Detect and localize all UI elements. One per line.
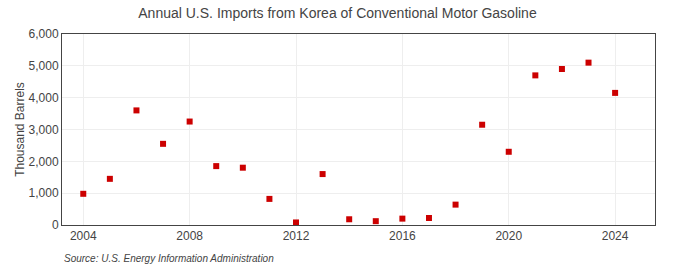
svg-text:2,000: 2,000 xyxy=(29,155,59,169)
svg-text:2004: 2004 xyxy=(70,229,97,243)
svg-text:Annual U.S. Imports from Korea: Annual U.S. Imports from Korea of Conven… xyxy=(138,5,537,21)
svg-text:3,000: 3,000 xyxy=(29,123,59,137)
svg-text:0: 0 xyxy=(52,218,59,232)
svg-text:2020: 2020 xyxy=(495,229,522,243)
svg-text:Source: U.S. Energy Informatio: Source: U.S. Energy Information Administ… xyxy=(64,253,274,264)
svg-text:2016: 2016 xyxy=(389,229,416,243)
svg-text:5,000: 5,000 xyxy=(29,59,59,73)
svg-text:Thousand Barrels: Thousand Barrels xyxy=(13,82,27,177)
svg-text:2008: 2008 xyxy=(176,229,203,243)
svg-text:4,000: 4,000 xyxy=(29,91,59,105)
svg-text:2024: 2024 xyxy=(602,229,629,243)
svg-text:2012: 2012 xyxy=(283,229,310,243)
svg-text:6,000: 6,000 xyxy=(29,27,59,41)
svg-text:1,000: 1,000 xyxy=(29,186,59,200)
